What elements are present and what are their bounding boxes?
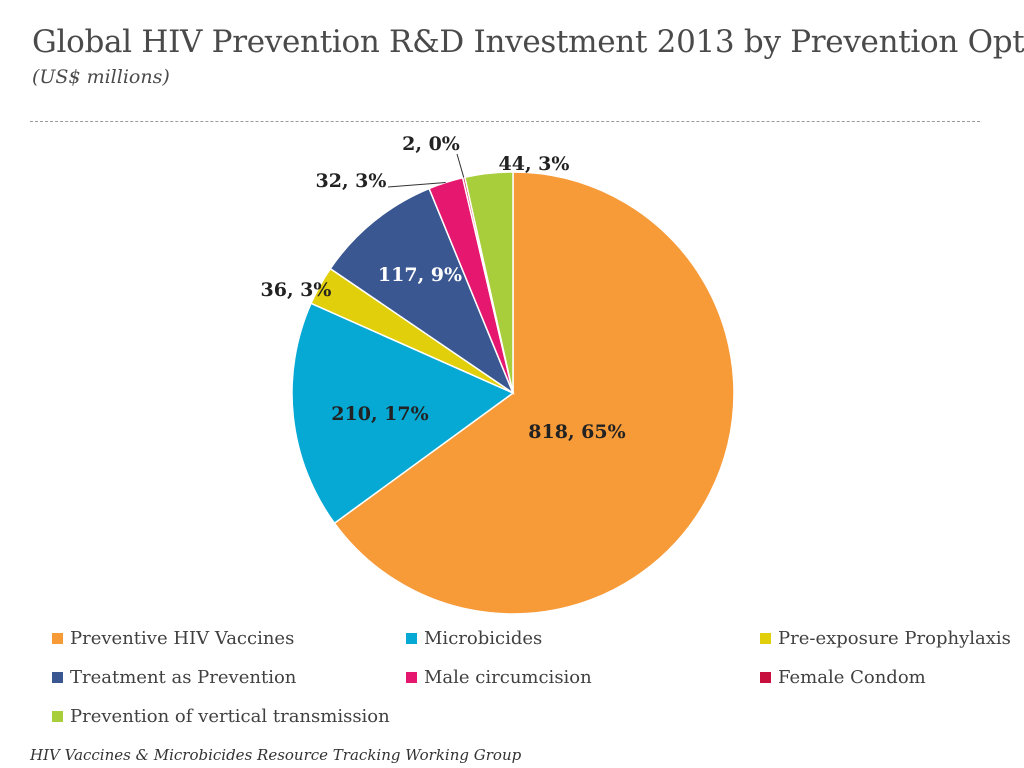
legend-swatch [406,633,417,644]
data-label: 36, 3% [261,279,332,301]
legend-item: Pre-exposure Prophylaxis [760,628,1011,649]
chart-title: Global HIV Prevention R&D Investment 201… [32,24,1024,60]
title-divider [30,121,980,122]
pie-slice-preventive-hiv-vaccines [333,171,735,615]
leader-line [456,153,465,178]
legend-item: Female Condom [760,667,926,688]
legend-label: Prevention of vertical transmission [70,706,390,727]
legend-swatch [760,633,771,644]
data-label: 2, 0% [402,133,460,155]
pie-slice-prevention-of-vertical-transmission [463,171,514,394]
chart-subtitle: (US$ millions) [32,66,170,88]
legend-swatch [52,672,63,683]
chart-legend: Preventive HIV Vaccines Microbicides Pre-e… [52,628,1012,738]
legend-label: Preventive HIV Vaccines [70,628,295,649]
legend-item: Preventive HIV Vaccines [52,628,294,649]
legend-swatch [406,672,417,683]
legend-item: Treatment as Prevention [52,667,296,688]
legend-label: Male circumcision [424,667,592,688]
legend-label: Microbicides [424,628,543,649]
pie-slice-treatment-as-prevention [329,187,515,396]
legend-label: Treatment as Prevention [70,667,297,688]
legend-swatch [52,711,63,722]
data-label: 117, 9% [378,264,462,286]
leader-line [387,181,446,188]
data-label: 32, 3% [316,170,387,192]
legend-label: Pre-exposure Prophylaxis [778,628,1011,649]
data-label: 818, 65% [528,421,625,443]
pie-chart: 818, 65% 210, 17% 36, 3% 117, 9% 32, 3% 2, 0%… [261,133,735,615]
legend-item: Microbicides [406,628,542,649]
legend-item: Male circumcision [406,667,592,688]
source-footer: HIV Vaccines & Microbicides Resource Tra… [30,746,522,764]
pie-slice-microbicides [291,302,515,525]
legend-label: Female Condom [778,667,926,688]
data-label: 44, 3% [499,153,570,175]
legend-swatch [760,672,771,683]
legend-swatch [52,633,63,644]
legend-item: Prevention of vertical transmission [52,706,390,727]
data-label: 210, 17% [331,403,428,425]
